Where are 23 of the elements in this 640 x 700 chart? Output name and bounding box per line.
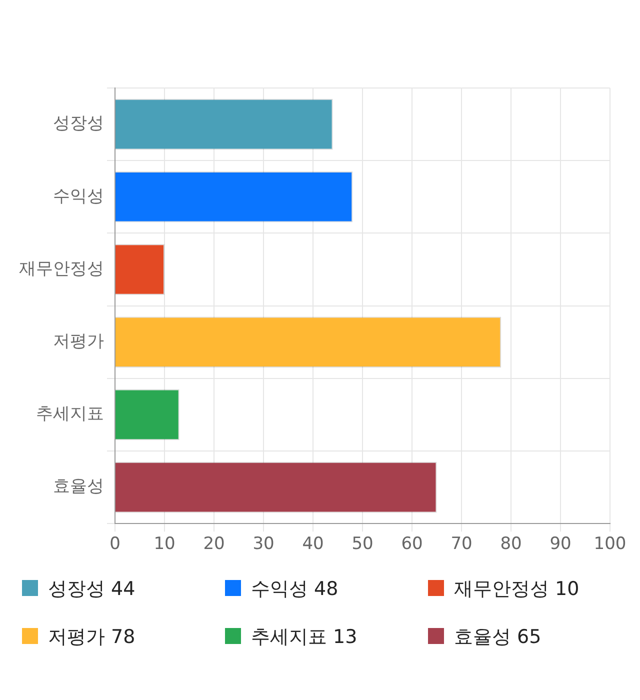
y-tick-label: 효율성 — [53, 476, 104, 497]
legend-label: 수익성 48 — [251, 578, 338, 600]
legend-label: 효율성 65 — [454, 626, 542, 648]
x-tick-label: 50 — [352, 534, 374, 554]
x-tick-label: 20 — [203, 534, 225, 554]
y-tick-label: 재무안정성 — [19, 258, 104, 279]
x-tick-label: 40 — [302, 534, 324, 554]
legend-label: 성장성 44 — [48, 578, 136, 600]
legend-label: 저평가 78 — [48, 626, 136, 648]
y-tick-label: 수익성 — [53, 186, 104, 206]
x-tick-label: 90 — [550, 534, 572, 554]
legend-label: 추세지표 13 — [251, 626, 358, 648]
x-tick-label: 80 — [500, 534, 522, 554]
x-tick-label: 0 — [110, 534, 120, 554]
y-tick-label: 추세지표 — [36, 404, 104, 424]
legend-label: 재무안정성 10 — [454, 578, 580, 600]
y-tick-label: 저평가 — [53, 332, 104, 352]
y-tick-label: 성장성 — [53, 114, 104, 134]
x-tick-label: 10 — [154, 534, 176, 554]
x-tick-label: 100 — [594, 534, 626, 554]
x-tick-label: 70 — [450, 534, 472, 554]
x-tick-label: 30 — [252, 534, 274, 554]
x-tick-label: 60 — [401, 534, 423, 554]
